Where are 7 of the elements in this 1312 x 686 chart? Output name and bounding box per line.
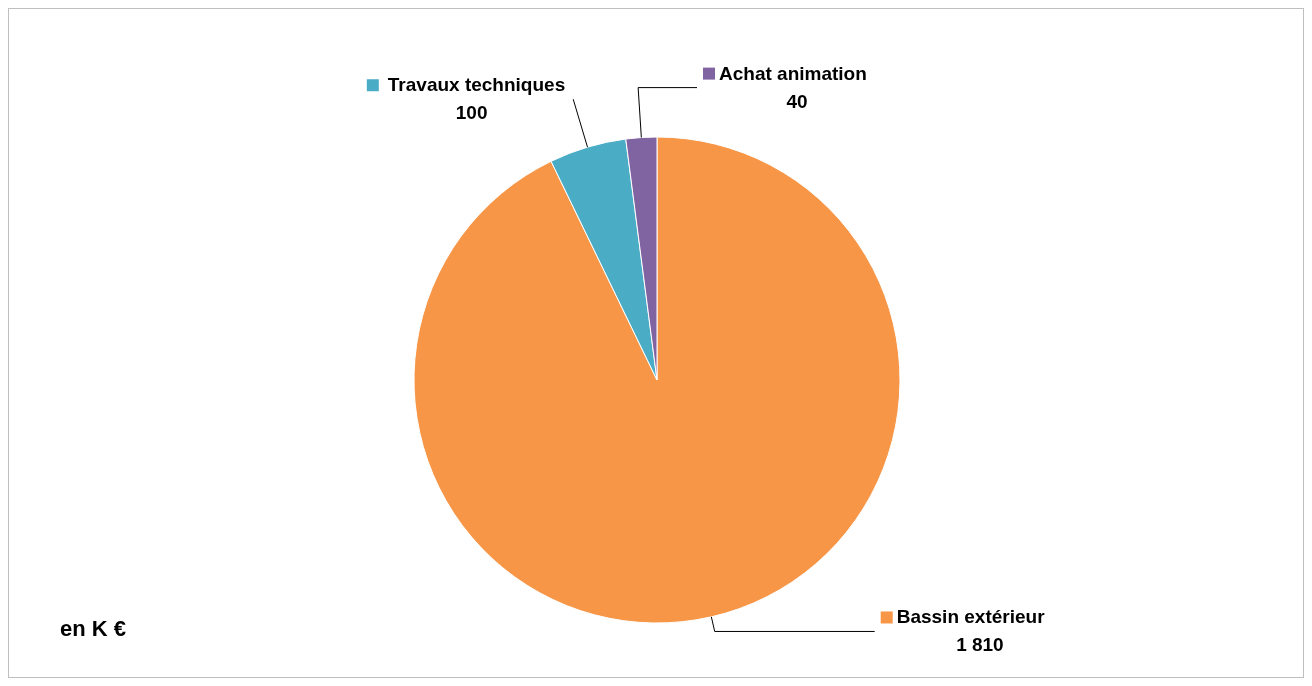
data-label: 1 810 bbox=[956, 634, 1004, 656]
legend-label: Achat animation bbox=[719, 62, 867, 84]
text: en K € bbox=[60, 616, 127, 641]
data-label: 40 bbox=[786, 90, 808, 112]
legend-label: Bassin extérieur bbox=[896, 606, 1046, 628]
legend-label: Travaux techniques bbox=[387, 74, 566, 96]
data-label: 100 bbox=[455, 102, 488, 124]
